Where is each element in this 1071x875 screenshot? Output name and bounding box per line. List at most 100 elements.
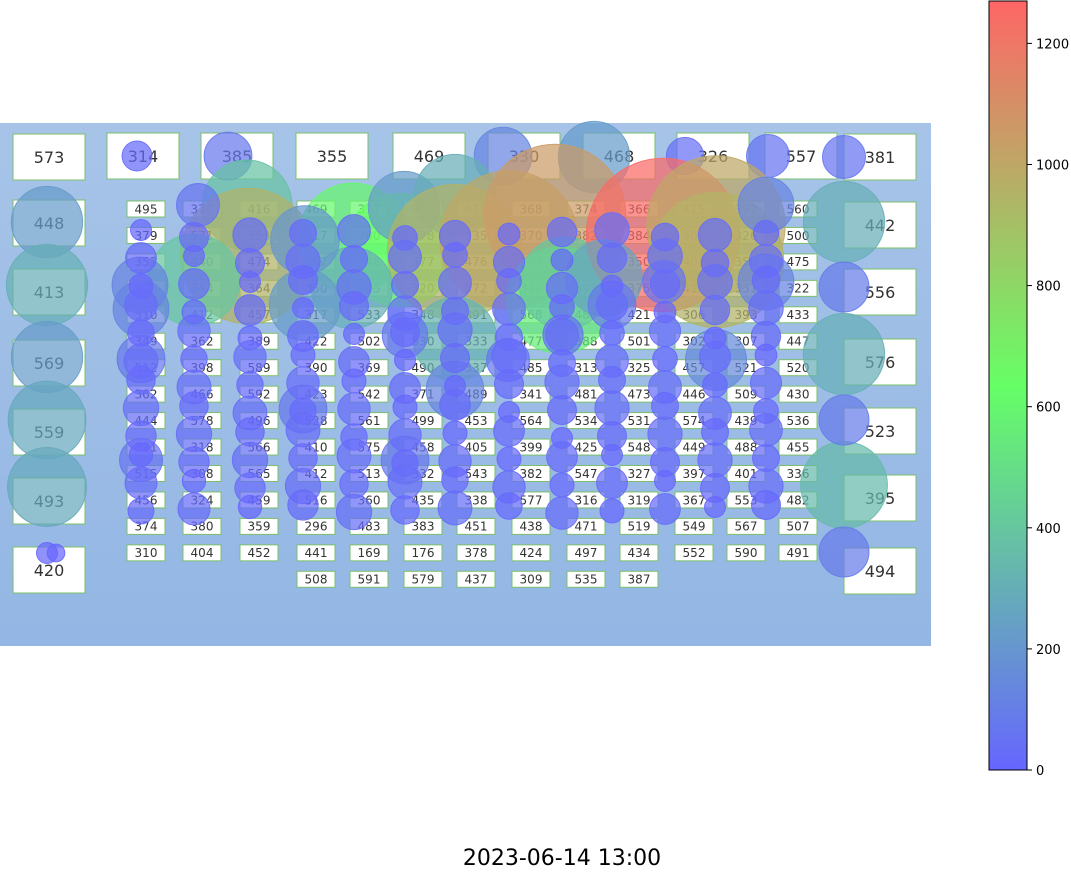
- bubble: [390, 495, 420, 525]
- station-label-box: [403, 517, 443, 535]
- bubble: [547, 395, 577, 425]
- bubble: [339, 291, 369, 321]
- bubble: [124, 288, 158, 322]
- bubbles: [5, 120, 888, 578]
- colorbar-tick-label: 600: [1036, 401, 1061, 416]
- bubble: [654, 470, 676, 492]
- colorbar-gradient: [988, 0, 1028, 771]
- station-label-box: [126, 200, 166, 218]
- bubble: [287, 489, 319, 521]
- colorbar-tick-label: 0: [1036, 764, 1044, 779]
- station-label-box: [778, 438, 818, 456]
- station-label: 313: [575, 361, 598, 375]
- station-label: 501: [628, 335, 651, 349]
- bubble: [178, 268, 210, 300]
- bubble: [595, 288, 629, 322]
- station-label: 452: [248, 546, 271, 560]
- station-label: 309: [520, 573, 543, 587]
- bubble: [442, 420, 468, 446]
- station-label-box: [619, 517, 659, 535]
- station-label: 495: [135, 202, 158, 216]
- station-label-box: [674, 517, 714, 535]
- bubble: [239, 271, 261, 293]
- station-label: 534: [575, 414, 598, 428]
- station-label-box: [726, 544, 766, 562]
- station-label: 387: [628, 573, 651, 587]
- bubble: [337, 392, 371, 426]
- station-label: 519: [628, 520, 651, 534]
- bubble: [651, 392, 679, 420]
- bubble: [598, 366, 626, 394]
- station-label-large: 573: [34, 148, 65, 167]
- station-label: 491: [787, 546, 810, 560]
- station-label-box: [566, 544, 606, 562]
- bubble: [752, 444, 780, 472]
- bubble: [234, 294, 266, 326]
- bubble: [647, 238, 683, 274]
- bubble: [285, 412, 321, 448]
- station-label: 507: [787, 520, 810, 534]
- bubble: [544, 364, 580, 400]
- station-label: 543: [465, 467, 488, 481]
- bubble: [439, 389, 471, 421]
- station-label: 316: [575, 493, 598, 507]
- bubble: [647, 416, 683, 452]
- colorbar-tick-label: 800: [1036, 280, 1061, 295]
- station-label-box: [511, 544, 551, 562]
- station-label-box: [726, 517, 766, 535]
- station-label: 296: [305, 520, 328, 534]
- station-label-box: [126, 544, 166, 562]
- bubble: [336, 438, 372, 474]
- bubble: [492, 292, 526, 326]
- station-label: 399: [520, 440, 543, 454]
- station-label-box: [619, 570, 659, 588]
- bubble: [822, 135, 866, 179]
- colorbar-tick-label: 1200: [1036, 37, 1069, 52]
- station-label: 449: [683, 440, 706, 454]
- bubble: [176, 183, 220, 227]
- station-label: 446: [683, 387, 706, 401]
- bubble: [545, 496, 579, 530]
- bubble: [183, 245, 205, 267]
- station-label-box: [674, 544, 714, 562]
- bubble: [599, 498, 625, 524]
- station-label: 325: [628, 361, 651, 375]
- bubble: [697, 442, 733, 478]
- bubble: [388, 240, 422, 274]
- station-label-box: [296, 517, 336, 535]
- bubble: [697, 264, 733, 300]
- bubble: [286, 366, 320, 400]
- station-label-box: [511, 570, 551, 588]
- station-label: 367: [683, 493, 706, 507]
- station-label-large: 355: [317, 147, 348, 166]
- station-label-large-box: [12, 133, 86, 181]
- station-label: 327: [628, 467, 651, 481]
- bubble: [596, 467, 628, 499]
- station-label: 500: [787, 229, 810, 243]
- station-label: 590: [735, 546, 758, 560]
- station-label: 475: [787, 255, 810, 269]
- station-label: 497: [575, 546, 598, 560]
- station-label: 473: [628, 387, 651, 401]
- bubble: [546, 441, 578, 473]
- station-label: 437: [465, 573, 488, 587]
- bubble: [237, 494, 263, 520]
- station-label: 404: [191, 546, 214, 560]
- bubble: [437, 490, 473, 526]
- bubble: [177, 314, 211, 348]
- timestamp-caption: 2023-06-14 13:00: [462, 846, 662, 871]
- bubble: [232, 217, 268, 253]
- station-label-box: [456, 570, 496, 588]
- station-label: 447: [787, 335, 810, 349]
- bubble: [546, 216, 578, 248]
- bubble: [46, 543, 66, 563]
- bubble: [754, 343, 778, 367]
- station-label-large: 556: [865, 283, 896, 302]
- station-label: 547: [575, 467, 598, 481]
- bubble: [802, 312, 886, 396]
- station-label-large-box: [295, 132, 369, 180]
- bubble: [388, 418, 422, 452]
- bubble: [702, 372, 728, 398]
- bubble: [818, 394, 870, 446]
- colorbar-tick-label: 400: [1036, 522, 1061, 537]
